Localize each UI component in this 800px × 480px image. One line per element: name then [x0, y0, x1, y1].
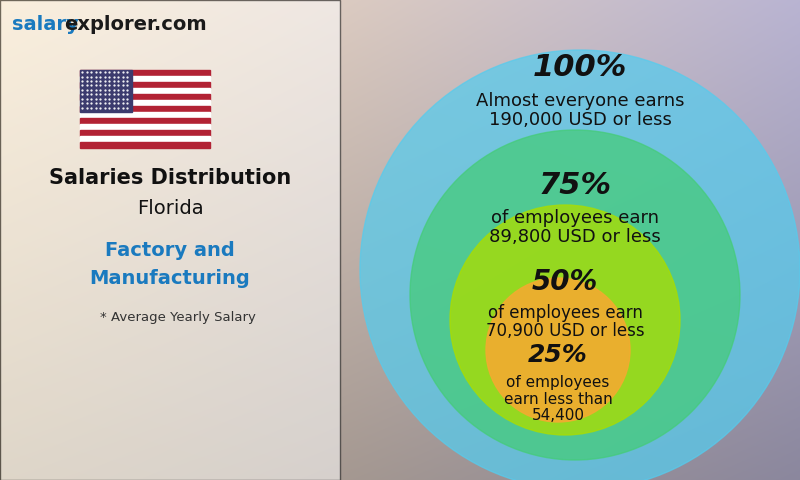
Text: 75%: 75%: [538, 170, 611, 200]
Text: Salaries Distribution: Salaries Distribution: [49, 168, 291, 188]
Text: 190,000 USD or less: 190,000 USD or less: [489, 111, 671, 129]
Text: 70,900 USD or less: 70,900 USD or less: [486, 322, 644, 340]
Text: Almost everyone earns: Almost everyone earns: [476, 92, 684, 110]
Bar: [80, 70, 132, 112]
Text: of employees: of employees: [506, 375, 610, 390]
Bar: [80, 136, 210, 142]
Bar: [80, 100, 210, 106]
Text: salary: salary: [12, 14, 78, 34]
Bar: [80, 94, 210, 100]
Text: 50%: 50%: [532, 268, 598, 296]
Text: earn less than: earn less than: [504, 392, 612, 407]
Bar: [80, 130, 210, 136]
Text: Factory and: Factory and: [105, 240, 235, 260]
Text: of employees earn: of employees earn: [491, 209, 659, 227]
Text: Florida: Florida: [137, 199, 203, 217]
Bar: [80, 142, 210, 148]
Circle shape: [450, 205, 680, 435]
Bar: [80, 124, 210, 130]
Text: of employees earn: of employees earn: [487, 304, 642, 322]
FancyBboxPatch shape: [0, 0, 340, 480]
Bar: [80, 118, 210, 124]
Bar: [80, 88, 210, 94]
Circle shape: [486, 278, 630, 422]
Circle shape: [410, 130, 740, 460]
Text: 54,400: 54,400: [531, 408, 585, 423]
Text: 25%: 25%: [528, 343, 588, 367]
Bar: [80, 82, 210, 88]
Circle shape: [360, 50, 800, 480]
Bar: [80, 70, 210, 76]
Text: Manufacturing: Manufacturing: [90, 268, 250, 288]
Text: explorer.com: explorer.com: [64, 14, 206, 34]
Bar: [80, 76, 210, 82]
Text: 89,800 USD or less: 89,800 USD or less: [489, 228, 661, 246]
Text: 100%: 100%: [533, 53, 627, 83]
Bar: [80, 112, 210, 118]
Text: * Average Yearly Salary: * Average Yearly Salary: [100, 312, 256, 324]
Bar: [80, 106, 210, 112]
